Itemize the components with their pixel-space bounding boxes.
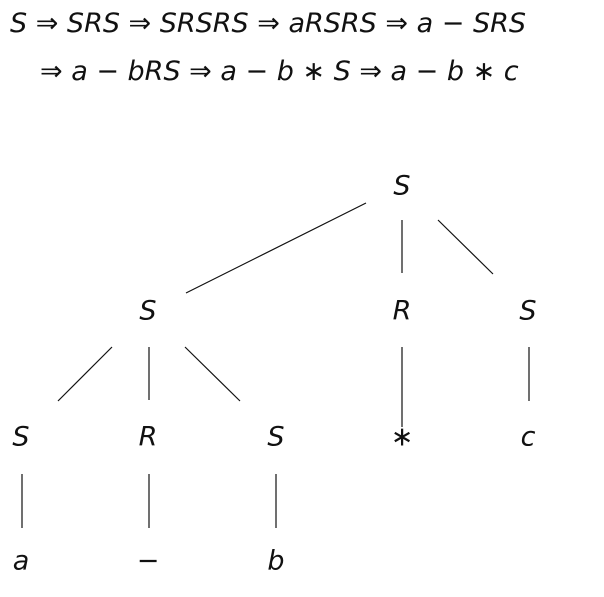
edge-left-s-to-lr-s	[184, 346, 241, 402]
parse-tree-nodes: S S R S S R S ∗ c a − b	[12, 171, 536, 577]
node-lm-r: R	[139, 422, 158, 453]
node-root: S	[393, 171, 410, 202]
node-ll-s: S	[12, 422, 29, 453]
corner-mark	[601, 588, 602, 595]
node-right-s: S	[519, 296, 536, 327]
derivation-line-1: S ⇒ SRS ⇒ SRSRS ⇒ aRSRS ⇒ a − SRS	[10, 8, 526, 39]
edge-left-s-to-ll-s	[57, 346, 113, 402]
node-lr-s: S	[267, 422, 284, 453]
node-leaf-b: b	[267, 546, 284, 577]
node-leaf-c: c	[521, 422, 536, 453]
parse-tree-edges	[21, 202, 530, 528]
edge-root-to-right-s	[437, 219, 494, 275]
node-leaf-star: ∗	[391, 422, 414, 453]
node-leaf-minus: −	[137, 546, 160, 577]
node-leaf-a: a	[13, 546, 30, 577]
node-mid-r: R	[393, 296, 412, 327]
derivation-line-2: ⇒ a − bRS ⇒ a − b ∗ S ⇒ a − b ∗ c	[40, 56, 519, 87]
node-left-s: S	[139, 296, 156, 327]
edge-root-to-left-s	[185, 202, 367, 294]
